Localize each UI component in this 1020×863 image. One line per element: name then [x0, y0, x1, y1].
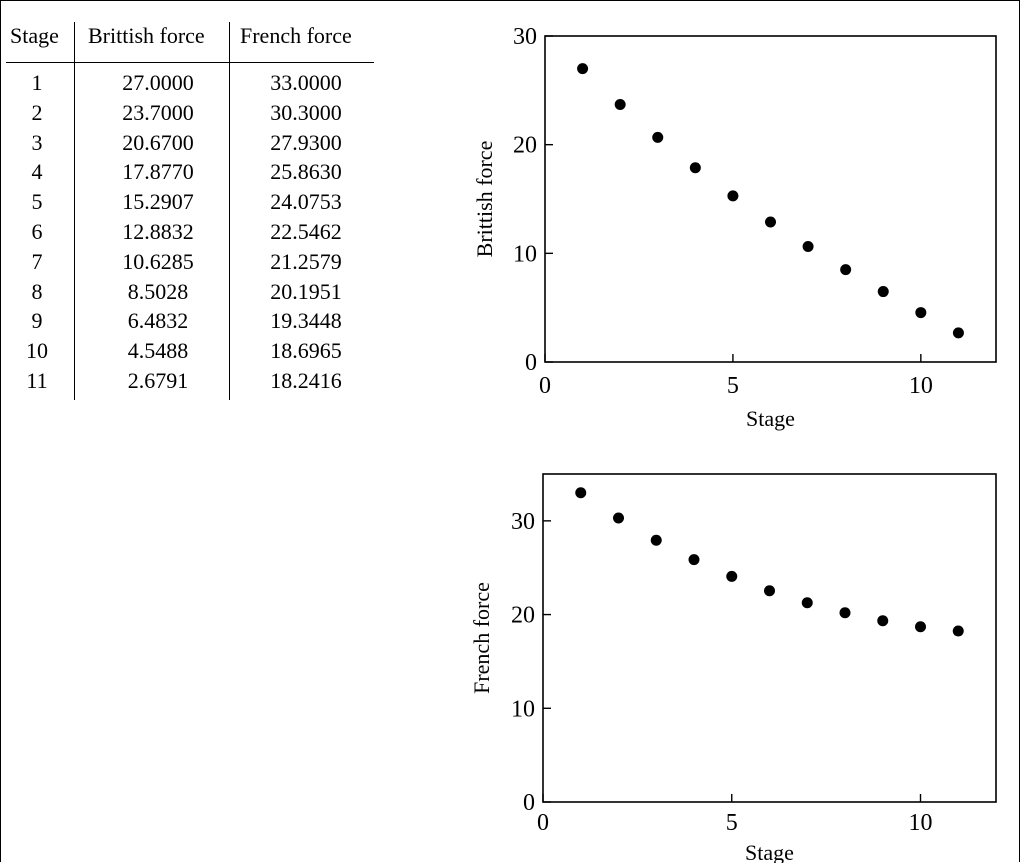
chart-2-data-point — [952, 625, 964, 637]
chart-1-data-point — [840, 264, 852, 276]
table-row: 3 20.6700 27.9300 — [6, 128, 374, 158]
cell-french-force: 33.0000 — [270, 70, 342, 95]
chart-1-data-point — [952, 327, 964, 339]
table-row: 11 2.6791 18.2416 — [6, 366, 374, 396]
cell-british-force: 27.0000 — [122, 70, 194, 95]
cell-stage: 1 — [31, 70, 43, 95]
chart-2-x-tick-label: 5 — [726, 810, 738, 836]
cell-french-force: 20.1951 — [270, 278, 342, 304]
chart-2-y-tick-label: 20 — [511, 603, 535, 629]
cell-british-force: 12.8832 — [122, 219, 194, 244]
cell-stage: 11 — [26, 368, 48, 393]
chart-2-y-tick-label: 0 — [523, 790, 535, 816]
chart-2: 0 5 10 0 10 20 30 Stage French force — [469, 473, 997, 863]
chart-1-y-tick-label: 20 — [513, 133, 537, 159]
chart-1-data-point — [915, 307, 927, 319]
table-row: 8 8.5028 20.1951 — [6, 277, 374, 307]
table-row: 4 17.8770 25.8630 — [6, 157, 374, 187]
chart-2-data-point — [688, 554, 700, 566]
table-column-rule-2 — [229, 22, 230, 400]
chart-1-x-axis-label: Stage — [746, 406, 795, 431]
cell-stage: 5 — [31, 189, 43, 215]
table-row: 1 27.0000 33.0000 — [6, 68, 374, 98]
chart-2-y-tick-label: 30 — [511, 509, 535, 535]
cell-french-force: 30.3000 — [270, 99, 342, 125]
cell-french-force: 21.2579 — [270, 248, 342, 274]
table-row: 9 6.4832 19.3448 — [6, 306, 374, 336]
chart-1-data-point — [689, 162, 701, 174]
table-row: 5 15.2907 24.0753 — [6, 187, 374, 217]
cell-french-force: 25.8630 — [270, 159, 342, 185]
cell-british-force: 15.2907 — [122, 189, 194, 215]
chart-1-data-point — [877, 286, 889, 298]
chart-1-y-tick-label: 10 — [513, 241, 537, 267]
chart-1-data-point — [614, 98, 626, 110]
cell-stage: 2 — [31, 99, 43, 125]
chart-2-data-point — [839, 607, 851, 619]
header-british-force: Brittish force — [88, 23, 205, 48]
chart-2-data-point — [726, 570, 738, 582]
cell-french-force: 19.3448 — [270, 308, 342, 334]
table-row: 10 4.5488 18.6965 — [6, 336, 374, 366]
chart-1: 0 5 10 0 10 20 30 Stage Brittish force — [472, 24, 997, 431]
cell-british-force: 10.6285 — [122, 248, 194, 274]
chart-2-data-point — [764, 585, 775, 597]
cell-british-force: 8.5028 — [127, 278, 189, 304]
cell-stage: 8 — [31, 278, 43, 304]
chart-2-y-axis-label: French force — [469, 582, 494, 694]
cell-stage: 6 — [31, 219, 43, 244]
table-header-rule — [6, 62, 374, 63]
cell-british-force: 2.6791 — [127, 368, 189, 393]
chart-1-data-point — [727, 190, 739, 202]
table-row: 7 10.6285 21.2579 — [6, 247, 374, 277]
header-french-force: French force — [240, 23, 352, 48]
cell-stage: 3 — [31, 129, 43, 155]
chart-1-data-point — [652, 131, 664, 143]
chart-2-data-point — [915, 621, 926, 633]
chart-1-data-point — [577, 63, 589, 75]
table-column-rule-1 — [74, 22, 75, 400]
cell-british-force: 17.8770 — [122, 159, 194, 185]
chart-2-x-tick-label: 0 — [537, 810, 549, 836]
chart-1-y-axis-label: Brittish force — [472, 141, 497, 258]
chart-2-data-point — [877, 615, 889, 627]
chart-2-data-point — [613, 512, 624, 524]
chart-2-x-axis-label: Stage — [745, 840, 794, 863]
table-row: 6 12.8832 22.5462 — [6, 217, 374, 247]
data-table: Stage Brittish force French force 1 27.00… — [6, 18, 376, 403]
cell-british-force: 6.4832 — [127, 308, 189, 334]
cell-stage: 7 — [31, 248, 43, 274]
chart-2-data-point — [575, 487, 587, 499]
cell-british-force: 20.6700 — [122, 129, 194, 155]
header-stage: Stage — [10, 23, 59, 48]
chart-1-x-tick-label: 0 — [539, 373, 551, 399]
chart-2-y-tick-label: 10 — [511, 696, 535, 722]
cell-french-force: 24.0753 — [270, 189, 342, 215]
cell-stage: 4 — [31, 159, 43, 185]
chart-1-x-tick-label: 10 — [909, 373, 933, 399]
cell-french-force: 18.6965 — [270, 338, 342, 364]
cell-stage: 9 — [31, 308, 43, 334]
chart-2-data-point — [650, 534, 662, 546]
chart-1-data-point — [765, 216, 776, 228]
table-row: 2 23.7000 30.3000 — [6, 98, 374, 128]
cell-stage: 10 — [26, 338, 48, 364]
chart-1-data-point — [802, 241, 814, 253]
chart-1-y-tick-label: 0 — [525, 350, 537, 376]
chart-1-x-tick-label: 5 — [727, 373, 739, 399]
chart-2-data-point — [801, 597, 813, 609]
cell-british-force: 23.7000 — [122, 99, 194, 125]
cell-french-force: 22.5462 — [270, 219, 342, 244]
cell-british-force: 4.5488 — [127, 338, 189, 364]
cell-french-force: 18.2416 — [270, 368, 342, 393]
chart-2-x-tick-label: 10 — [909, 810, 933, 836]
chart-2-plot-frame — [542, 473, 997, 803]
chart-1-y-tick-label: 30 — [513, 24, 537, 50]
cell-french-force: 27.9300 — [270, 129, 342, 155]
chart-1-plot-frame — [544, 35, 997, 363]
